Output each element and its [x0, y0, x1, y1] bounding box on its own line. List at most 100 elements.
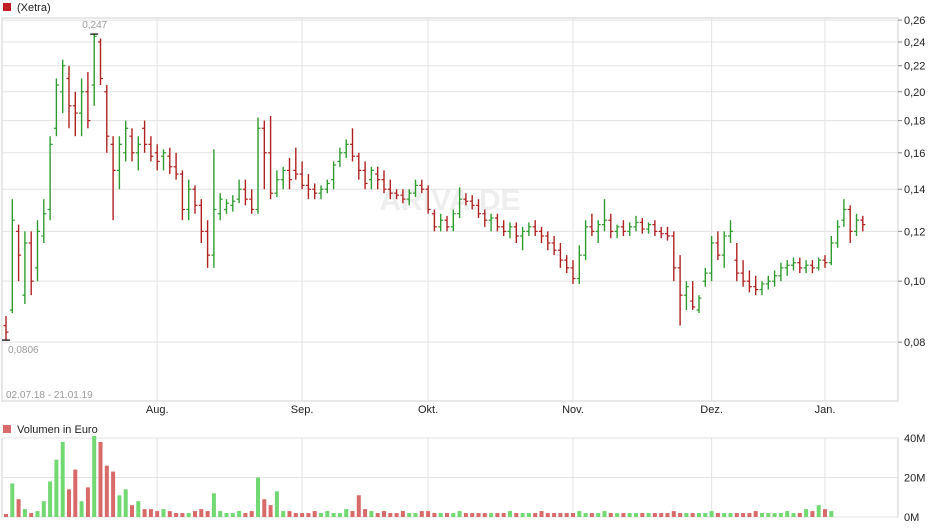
price-y-tick-label: 0,10	[904, 276, 925, 288]
ohlc-bar	[293, 147, 299, 180]
volume-bar	[539, 511, 544, 517]
volume-bar	[463, 513, 468, 517]
ohlc-bar	[444, 215, 450, 232]
ohlc-bar	[457, 187, 463, 219]
volume-bar	[520, 513, 525, 517]
volume-bar	[703, 513, 708, 517]
x-tick-label: Nov.	[562, 404, 584, 416]
ohlc-bar	[205, 220, 211, 268]
ohlc-bar	[261, 120, 267, 190]
volume-bar	[766, 513, 771, 517]
volume-bar	[665, 513, 670, 517]
ohlc-bar	[476, 199, 481, 219]
ohlc-bar	[116, 136, 122, 190]
volume-bar	[608, 513, 613, 517]
volume-bar	[615, 513, 620, 517]
ohlc-bar	[230, 195, 236, 212]
price-y-tick-label: 0,16	[904, 148, 925, 160]
volume-bar	[199, 509, 204, 517]
volume-bar	[816, 505, 821, 517]
volume-y-tick-label: 0M	[904, 512, 919, 524]
ohlc-bar	[513, 222, 519, 243]
volume-bar	[501, 513, 506, 517]
volume-bar	[734, 513, 739, 517]
volume-bar	[797, 513, 802, 517]
volume-bar	[829, 511, 834, 517]
ohlc-bar	[123, 120, 129, 162]
price-ohlc-bars	[3, 34, 866, 341]
volume-bar	[136, 501, 141, 517]
ohlc-bar	[759, 281, 765, 296]
volume-bar	[772, 513, 777, 517]
ohlc-bar	[274, 170, 280, 198]
volume-bar	[130, 505, 134, 517]
volume-bar	[426, 511, 431, 517]
ohlc-bar	[343, 139, 349, 158]
x-axis-labels: Aug. Sep. Okt. Nov. Dez. Jan.	[146, 404, 836, 416]
volume-bar	[161, 509, 166, 517]
ohlc-bar	[142, 120, 148, 153]
volume-bar	[432, 513, 437, 517]
ohlc-bar	[198, 199, 204, 243]
ohlc-bar	[91, 34, 97, 106]
ohlc-bar	[362, 161, 368, 190]
ohlc-bar	[217, 193, 223, 221]
ohlc-bar	[646, 222, 652, 234]
ohlc-bar	[179, 170, 185, 221]
ohlc-bar	[721, 231, 727, 268]
ohlc-bar	[696, 295, 702, 314]
x-tick-label: Sep.	[291, 404, 314, 416]
volume-y-tick-label: 40M	[904, 433, 925, 445]
ohlc-bar	[494, 213, 500, 232]
price-panel	[1, 17, 899, 402]
ohlc-bar	[702, 267, 708, 287]
ohlc-bar	[154, 144, 160, 171]
volume-bar	[337, 513, 342, 517]
ohlc-bar	[22, 231, 28, 304]
ohlc-bar	[110, 136, 116, 221]
ohlc-bar	[520, 226, 526, 251]
ohlc-bar	[690, 281, 696, 310]
ohlc-bar	[375, 166, 381, 190]
volume-bar	[589, 513, 594, 517]
min-annotation: 0,0806	[8, 345, 39, 356]
volume-bar	[627, 513, 632, 517]
volume-bar	[495, 513, 500, 517]
volume-bar	[709, 511, 714, 517]
x-tick-label: Dez.	[700, 404, 723, 416]
volume-bar	[98, 441, 103, 517]
volume-bar	[671, 511, 676, 517]
volume-bar	[356, 495, 361, 517]
volume-bar	[684, 513, 689, 517]
ohlc-bar	[740, 260, 746, 287]
ohlc-bar	[425, 185, 431, 214]
volume-bar	[287, 511, 292, 517]
ohlc-bar	[526, 222, 532, 236]
volume-bar	[445, 513, 449, 517]
ohlc-bar	[255, 117, 261, 214]
ohlc-bar	[501, 220, 507, 236]
ohlc-bar	[236, 179, 242, 204]
volume-bar	[596, 513, 601, 517]
volume-bar	[375, 513, 380, 517]
ohlc-bar	[413, 179, 418, 198]
ohlc-bar	[148, 136, 154, 162]
x-tick-label: Jan.	[815, 404, 836, 416]
volume-bar	[823, 509, 827, 517]
volume-bar	[186, 513, 191, 517]
volume-bar	[344, 509, 349, 517]
ohlc-bar	[312, 183, 318, 200]
ohlc-bar	[627, 222, 633, 236]
volume-bar	[41, 501, 46, 517]
volume-bar	[293, 513, 298, 517]
volume-bar	[142, 509, 147, 517]
ohlc-bar	[242, 179, 248, 206]
ohlc-bar	[305, 174, 311, 200]
volume-bar	[451, 513, 456, 517]
volume-bar	[413, 513, 418, 517]
volume-bar	[117, 495, 122, 517]
ohlc-bar	[589, 213, 595, 236]
watermark: ARIVA.DE	[379, 184, 520, 217]
ohlc-bar	[299, 161, 305, 190]
